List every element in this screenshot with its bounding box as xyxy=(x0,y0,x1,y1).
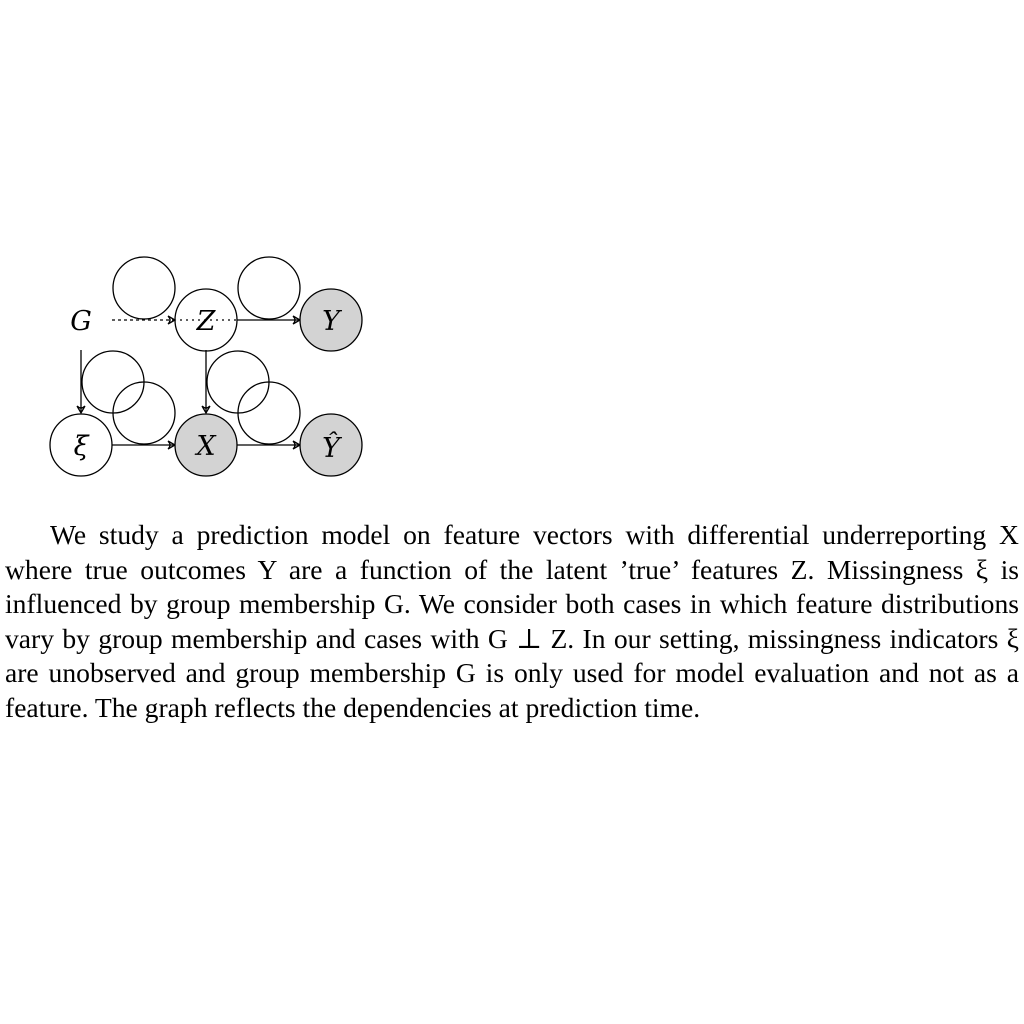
loop-circle-xi-x xyxy=(112,381,176,445)
node-x-circle xyxy=(174,413,238,477)
node-g: G xyxy=(70,306,92,337)
node-x-label: X xyxy=(194,431,217,462)
causal-graph: G Z Y ξ X Ŷ xyxy=(49,256,363,477)
loop-circle-z-x-upper xyxy=(206,350,270,414)
node-z-label: Z xyxy=(196,306,217,337)
node-y: Y xyxy=(299,288,363,352)
loop-circle-g-xi-upper xyxy=(81,350,145,414)
figure-caption: We study a prediction model on feature v… xyxy=(5,519,1019,723)
loop-circle-z-y xyxy=(237,256,301,320)
node-z-circle xyxy=(174,288,238,352)
node-xi-circle xyxy=(49,413,113,477)
node-yhat-label: Ŷ xyxy=(322,431,342,464)
node-z: Z xyxy=(174,288,238,352)
edges xyxy=(76,315,302,450)
node-y-circle xyxy=(299,288,363,352)
node-x: X xyxy=(174,413,238,477)
loop-circle-x-yhat xyxy=(237,381,301,445)
node-xi-label: ξ xyxy=(74,431,90,462)
node-y-label: Y xyxy=(322,306,342,337)
node-xi: ξ xyxy=(49,413,113,477)
node-yhat: Ŷ xyxy=(299,413,363,477)
loop-circle-g-z xyxy=(112,256,176,320)
node-yhat-circle xyxy=(299,413,363,477)
loop-decorations xyxy=(81,256,301,445)
node-g-label: G xyxy=(70,306,92,337)
